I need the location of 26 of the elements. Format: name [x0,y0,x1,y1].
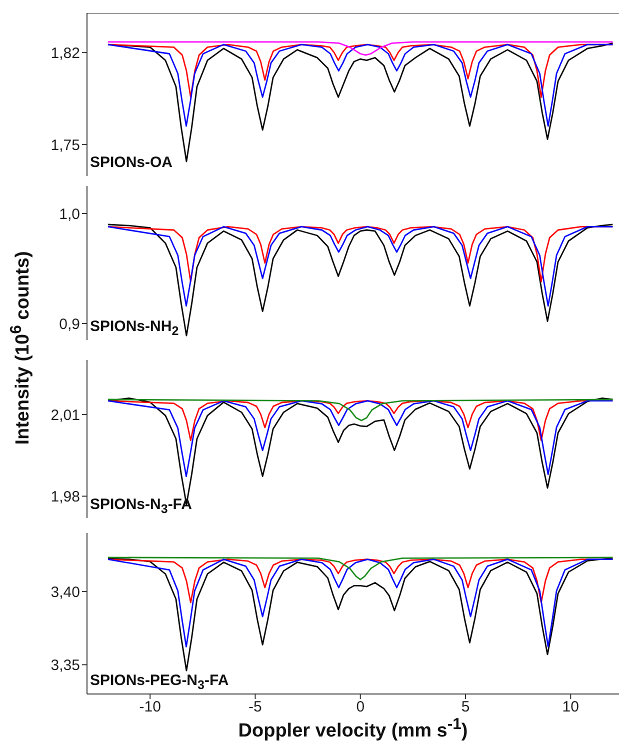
line-series [107,398,614,422]
line-series [107,557,614,672]
annotation: SPIONs-NH$_{2}$ [90,318,179,338]
line-series [107,44,614,127]
y-tick-label: 1,98 [50,488,80,506]
x-axis-title: Doppler velocity (mm s$^{-1}$) [237,716,469,742]
annotation: SPIONs-OA [90,154,173,171]
x-tick-label: 0 [356,698,365,716]
line-series [107,226,614,307]
x-tick-label: 5 [461,698,470,716]
y-tick-label: 0,9 [59,316,80,333]
annotation: SPIONs-N$_{3}$-FA [90,496,192,516]
y-tick-label: 1,75 [50,136,80,154]
y-tick-label: 1,82 [50,44,80,62]
line-series [107,41,614,56]
line-series [107,558,614,648]
line-series [107,400,614,478]
x-tick-label: -5 [248,698,262,716]
y-tick-label: 1,0 [59,206,80,223]
x-tick-label: 10 [562,698,579,716]
x-tick-label: -10 [139,698,161,716]
y-tick-label: 3,35 [50,657,80,674]
annotation: SPIONs-PEG-N$_{3}$-FA [90,672,229,692]
y-tick-label: 3,40 [50,584,80,601]
line-series [107,556,614,580]
y-tick-label: 2,01 [50,406,80,424]
